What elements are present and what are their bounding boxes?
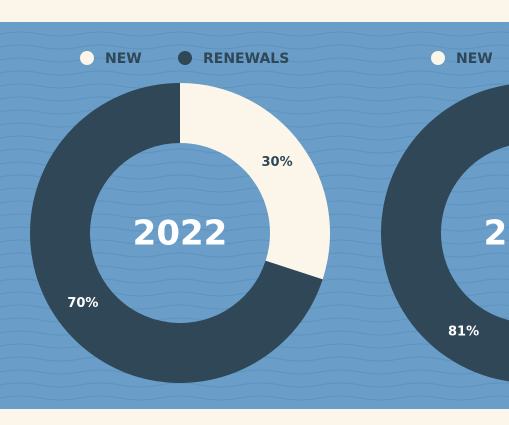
wave: [0, 395, 509, 401]
center-label: 2022: [133, 214, 228, 254]
legend-label: RENEWALS: [203, 51, 289, 67]
wave: [0, 44, 509, 50]
legend-label: NEW: [105, 51, 142, 67]
wave: [0, 70, 509, 76]
legend-label: NEW: [456, 51, 493, 67]
wave: [0, 369, 509, 375]
legend-swatch: [178, 51, 192, 65]
value-label: 70%: [67, 296, 98, 311]
center-label: 2023: [484, 214, 509, 254]
donut-segment: [180, 83, 331, 280]
legend-swatch: [431, 51, 445, 65]
value-label: 81%: [448, 325, 479, 340]
donut-segment: [29, 83, 323, 384]
value-label: 30%: [262, 155, 293, 170]
legend-swatch: [80, 51, 94, 65]
wave: [0, 83, 509, 89]
wave: [0, 382, 509, 388]
donut-segment: [381, 84, 509, 382]
wave: [0, 31, 509, 37]
